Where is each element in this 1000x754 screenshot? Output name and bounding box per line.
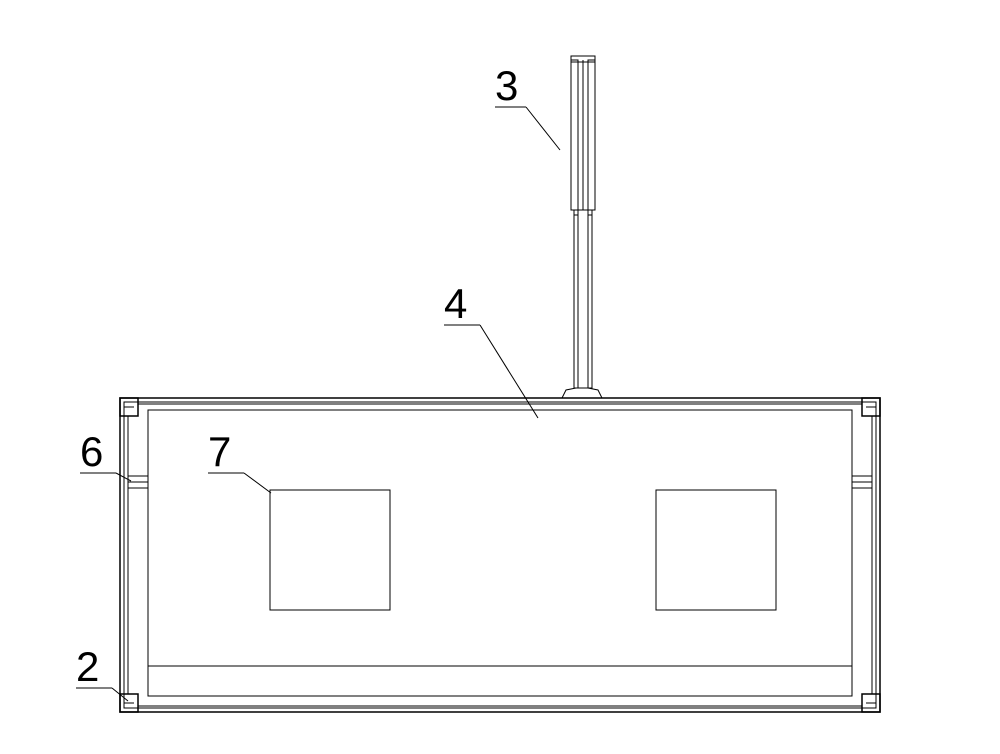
corner-bar-3 <box>138 706 862 712</box>
diagram-canvas: 3 4 6 7 2 <box>0 0 1000 754</box>
container-outer-inset <box>124 402 876 708</box>
container-panel <box>148 410 852 666</box>
label-n7: 7 <box>208 428 231 475</box>
mast-collar-right <box>588 210 592 215</box>
label-n2: 2 <box>76 643 99 690</box>
container-floor <box>148 666 852 696</box>
container-outer <box>120 398 880 712</box>
corner-bar-2 <box>138 398 862 404</box>
mast-lower-tube-left <box>574 215 578 388</box>
label-n3-leader <box>526 107 560 150</box>
window-1 <box>656 490 776 610</box>
window-0 <box>270 490 390 610</box>
mast-collar-left <box>574 210 578 215</box>
label-n3: 3 <box>495 62 518 109</box>
labels-group: 3 4 6 7 2 <box>76 62 560 701</box>
label-n6: 6 <box>80 428 103 475</box>
container-group <box>120 398 880 712</box>
label-n7-leader <box>244 473 271 493</box>
mast-group <box>562 56 602 398</box>
mast-upper-right <box>588 60 595 210</box>
mast-lower-tube-right <box>588 215 592 388</box>
mast-upper-left <box>571 60 578 210</box>
label-n4: 4 <box>444 280 467 327</box>
mast-base-flange <box>562 388 602 398</box>
